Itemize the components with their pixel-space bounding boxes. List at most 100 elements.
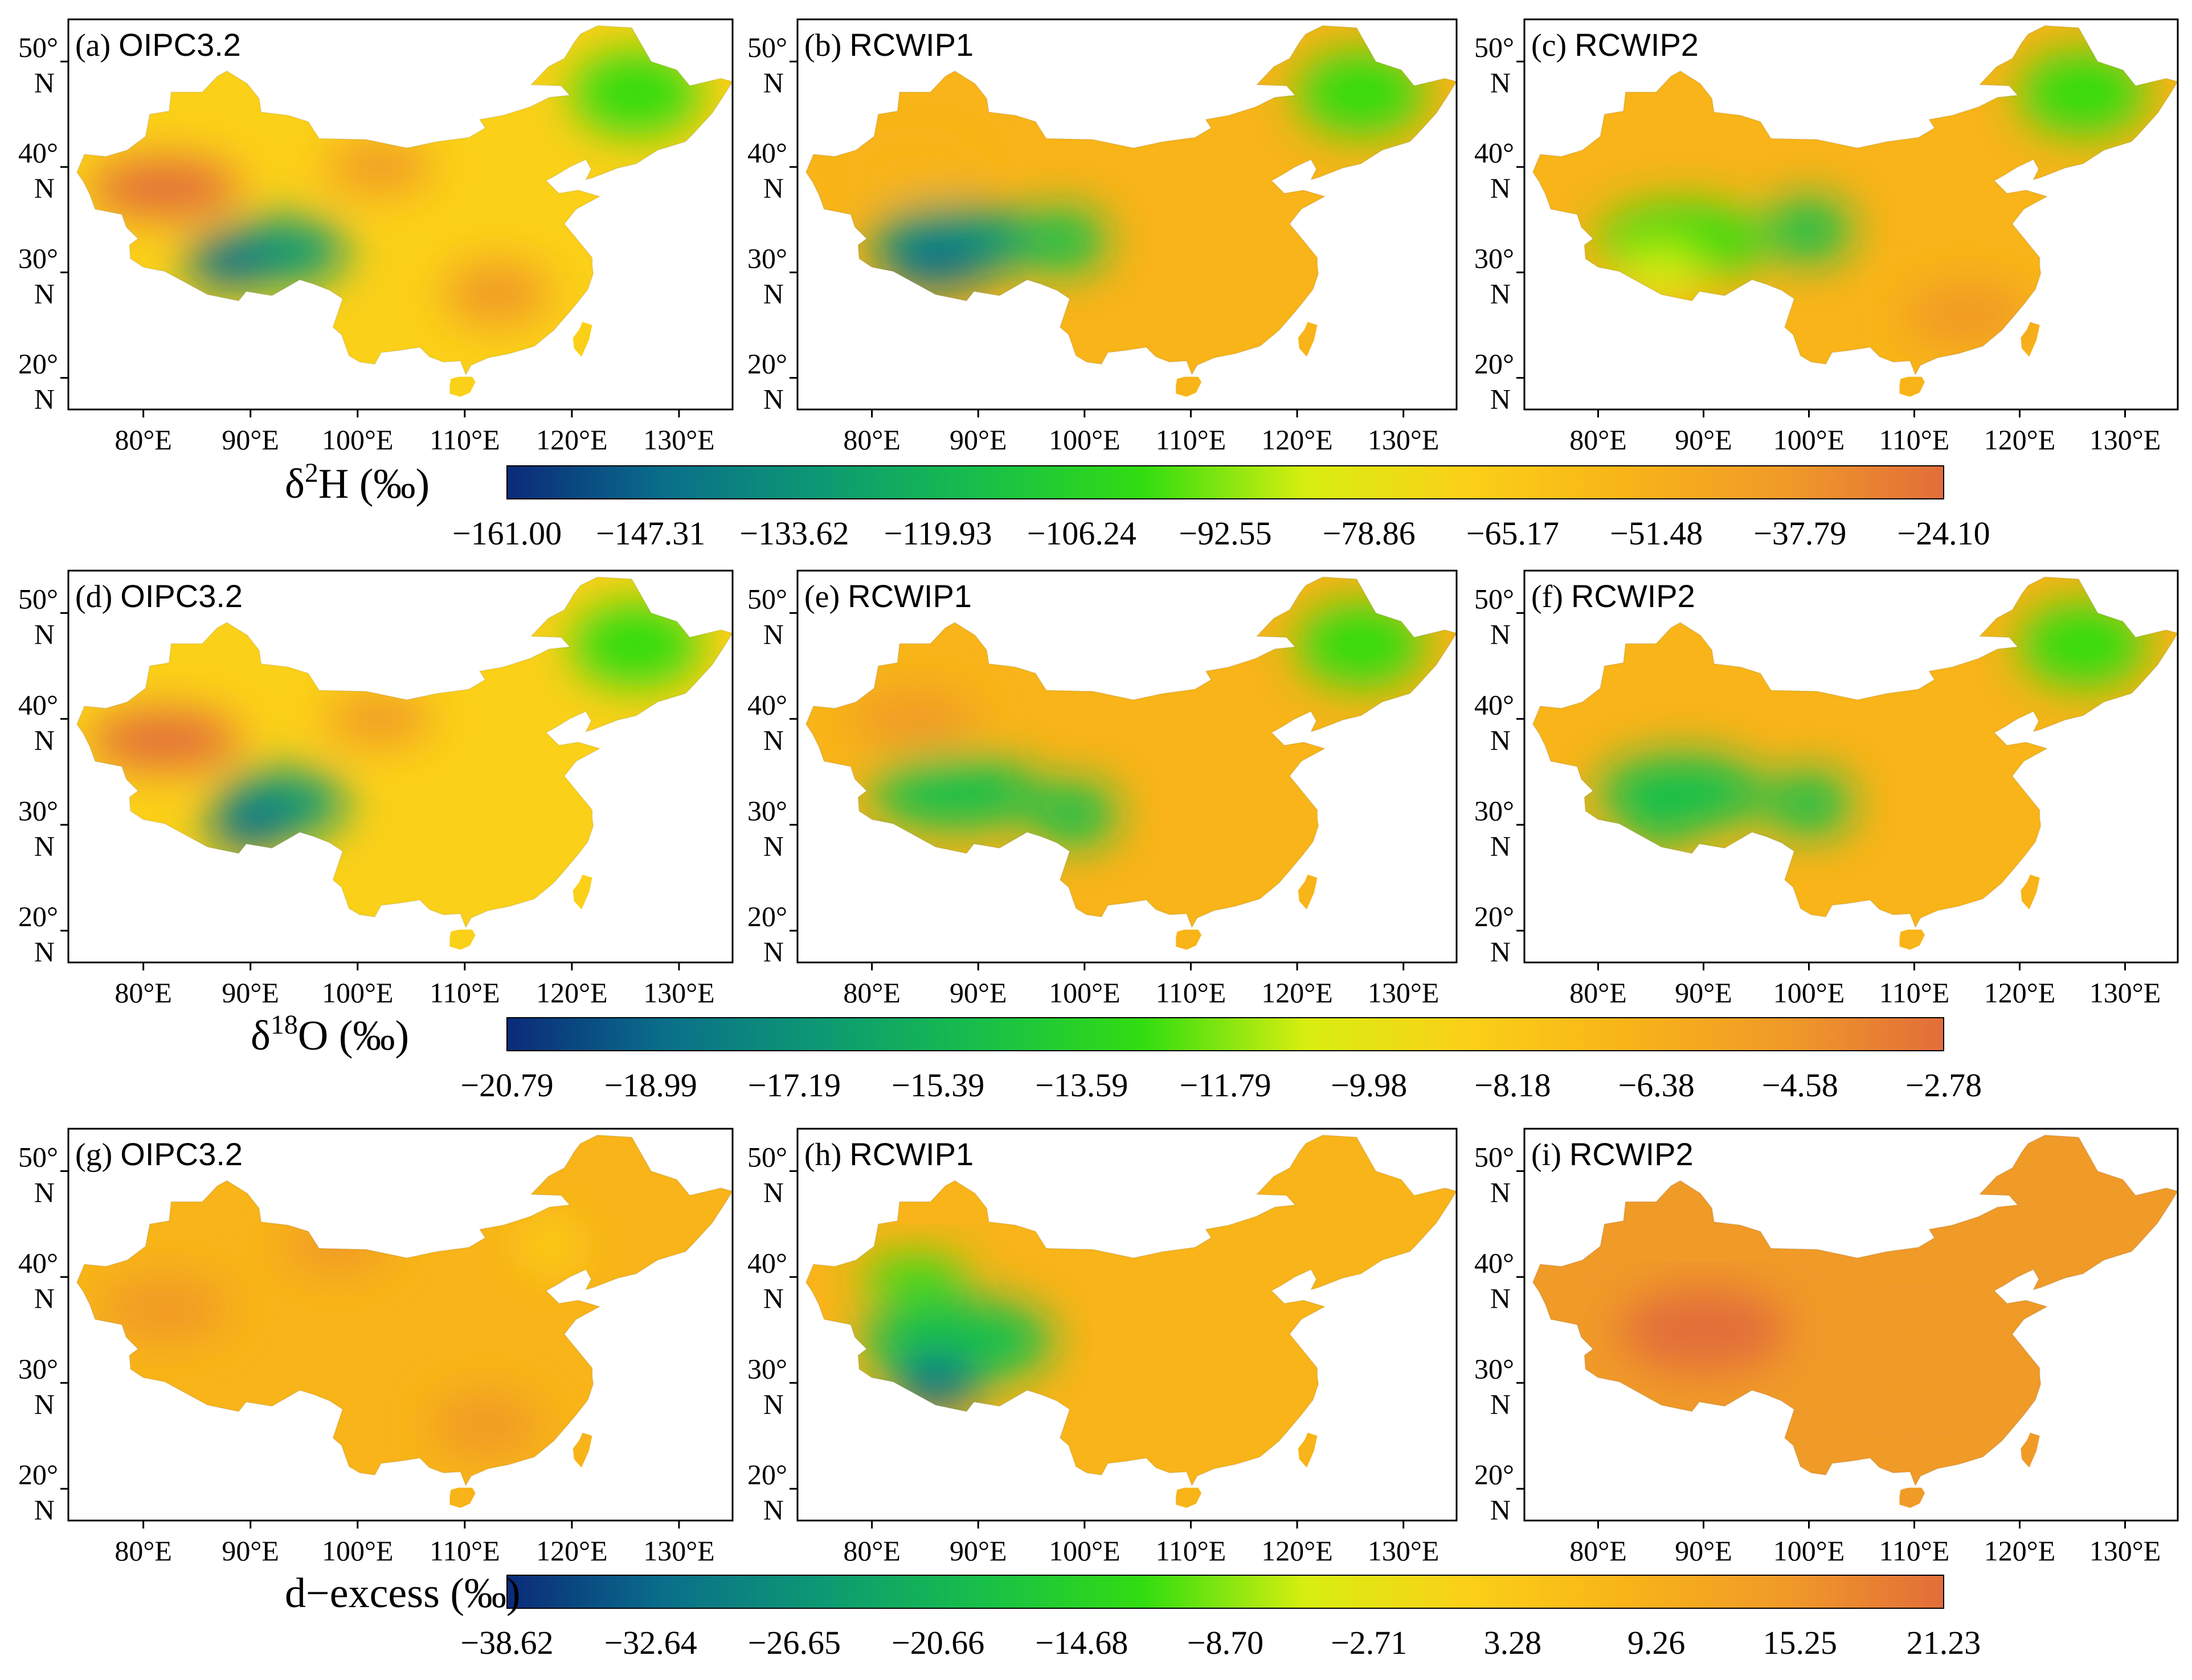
lon-tick-label: 80°E xyxy=(114,1535,172,1567)
lon-tick-label: 80°E xyxy=(114,424,172,456)
lon-tick-label: 110°E xyxy=(430,424,500,456)
panel-frame xyxy=(67,18,734,411)
lon-tick-label: 80°E xyxy=(114,977,172,1009)
country-outline xyxy=(805,25,1458,376)
country-outline xyxy=(805,1134,1458,1487)
map-panel-f: (f) RCWIP2 80°E 90°E 100°E 110°E 120°E 130°E 50°… xyxy=(1474,569,2179,1009)
lat-tick-label: 20° xyxy=(747,900,787,932)
isotope-field xyxy=(77,26,733,397)
lon-tick-label: 120°E xyxy=(1261,424,1333,456)
isotope-field xyxy=(77,1135,733,1508)
lat-tick-label: 40° xyxy=(747,137,787,169)
panel-label: (a) OIPC3.2 xyxy=(75,27,241,63)
lat-tick-label: 50° xyxy=(1474,1141,1514,1173)
colorbar-tick-label: −11.79 xyxy=(1179,1067,1271,1104)
panel-frame xyxy=(796,1128,1458,1522)
lon-tick-label: 120°E xyxy=(536,1535,608,1567)
lat-hemisphere-label: N xyxy=(34,1282,55,1314)
panel-frame xyxy=(1523,569,2179,964)
country-outline xyxy=(1532,576,2179,929)
map-panel-g: (g) OIPC3.2 80°E 90°E 100°E 110°E 120°E 130°E 50… xyxy=(18,1128,734,1567)
lat-tick-label: 40° xyxy=(18,1247,58,1279)
colorbar-tick-label: −133.62 xyxy=(739,515,849,552)
lon-tick-label: 80°E xyxy=(843,424,901,456)
lon-tick-label: 80°E xyxy=(843,1535,901,1567)
country-outline xyxy=(76,576,734,929)
map-panel-i: (i) RCWIP2 80°E 90°E 100°E 110°E 120°E 130°E 50°… xyxy=(1474,1128,2179,1567)
lon-tick-label: 130°E xyxy=(643,977,715,1009)
country-outline xyxy=(1532,1134,2179,1487)
colorbar-tick-label: −14.68 xyxy=(1035,1624,1128,1661)
lat-tick-label: 20° xyxy=(747,347,787,379)
lon-tick-label: 130°E xyxy=(2089,977,2161,1009)
lon-tick-label: 90°E xyxy=(222,977,279,1009)
map-panel-e: (e) RCWIP1 80°E 90°E 100°E 110°E 120°E 130°E 50°… xyxy=(747,569,1458,1009)
colorbar-tick-label: −92.55 xyxy=(1179,515,1271,552)
lat-hemisphere-label: N xyxy=(763,1494,784,1526)
lat-tick-label: 20° xyxy=(1474,900,1514,932)
lon-tick-label: 120°E xyxy=(1984,977,2056,1009)
lat-hemisphere-label: N xyxy=(34,618,55,650)
lat-tick-label: 40° xyxy=(1474,1247,1514,1279)
colorbar-tick-label: −2.78 xyxy=(1905,1067,1982,1104)
colorbar-title: δ18O (‰) xyxy=(251,1010,409,1059)
lat-hemisphere-label: N xyxy=(1490,67,1511,99)
panel-label: (f) RCWIP2 xyxy=(1531,578,1695,614)
lat-hemisphere-label: N xyxy=(1490,383,1511,415)
map-panel-c: (c) RCWIP2 80°E 90°E 100°E 110°E 120°E 130°E 50°… xyxy=(1474,18,2179,456)
colorbar-d2H: −161.00 −147.31 −133.62 −119.93 −106.24 −92.5… xyxy=(285,458,1990,552)
lat-hemisphere-label: N xyxy=(1490,1388,1511,1420)
lat-tick-label: 50° xyxy=(18,1141,58,1173)
lon-tick-label: 90°E xyxy=(222,424,279,456)
country-outline xyxy=(805,576,1458,929)
map-panel-b: (b) RCWIP1 80°E 90°E 100°E 110°E 120°E 130°E 50°… xyxy=(747,18,1458,456)
lat-tick-label: 40° xyxy=(18,137,58,169)
panel-label: (d) OIPC3.2 xyxy=(75,578,243,614)
lat-hemisphere-label: N xyxy=(1490,936,1511,968)
isotope-field xyxy=(77,577,733,950)
colorbar-gradient xyxy=(506,465,1944,499)
panel-label: (b) RCWIP1 xyxy=(804,27,974,63)
lon-tick-label: 120°E xyxy=(536,977,608,1009)
lat-tick-label: 30° xyxy=(18,794,58,826)
lon-tick-label: 120°E xyxy=(1984,1535,2056,1567)
lon-tick-label: 130°E xyxy=(643,1535,715,1567)
lat-hemisphere-label: N xyxy=(763,1282,784,1314)
colorbar-gradient xyxy=(506,1017,1944,1051)
lat-hemisphere-label: N xyxy=(1490,172,1511,204)
lat-hemisphere-label: N xyxy=(34,1494,55,1526)
panel-frame xyxy=(67,569,734,964)
colorbar-tick-label: −8.18 xyxy=(1474,1067,1551,1104)
colorbar-dexcess: −38.62 −32.64 −26.65 −20.66 −14.68 −8.70 −2.71… xyxy=(285,1570,1981,1661)
colorbar-tick-label: −4.58 xyxy=(1762,1067,1838,1104)
colorbar-tick-label: 3.28 xyxy=(1484,1624,1542,1661)
panel-label: (g) OIPC3.2 xyxy=(75,1136,243,1173)
lon-tick-label: 80°E xyxy=(1569,1535,1627,1567)
lat-tick-label: 20° xyxy=(18,900,58,932)
lat-tick-label: 50° xyxy=(1474,31,1514,63)
lon-tick-label: 100°E xyxy=(1049,977,1120,1009)
isotope-field xyxy=(805,26,1457,397)
map-panel-d: (d) OIPC3.2 80°E 90°E 100°E 110°E 120°E 130°E 50… xyxy=(18,569,734,1009)
lon-tick-label: 80°E xyxy=(843,977,901,1009)
lon-tick-label: 120°E xyxy=(1984,424,2056,456)
lat-hemisphere-label: N xyxy=(763,1176,784,1208)
lat-tick-label: 20° xyxy=(747,1458,787,1490)
colorbar-tick-label: −38.62 xyxy=(460,1624,553,1661)
country-outline xyxy=(76,1134,734,1487)
colorbar-tick-label: −24.10 xyxy=(1897,515,1990,552)
panel-frame xyxy=(796,18,1458,411)
isotope-field xyxy=(1532,26,2178,397)
lon-tick-label: 80°E xyxy=(1569,424,1627,456)
lon-tick-label: 100°E xyxy=(322,1535,394,1567)
lon-tick-label: 130°E xyxy=(2089,1535,2161,1567)
lat-tick-label: 50° xyxy=(747,583,787,614)
lat-hemisphere-label: N xyxy=(34,383,55,415)
lat-hemisphere-label: N xyxy=(34,830,55,862)
colorbar-title: d−excess (‰) xyxy=(285,1570,521,1617)
panel-label: (i) RCWIP2 xyxy=(1531,1136,1694,1173)
panel-label: (c) RCWIP2 xyxy=(1531,27,1699,63)
colorbar-tick-label: −147.31 xyxy=(596,515,705,552)
